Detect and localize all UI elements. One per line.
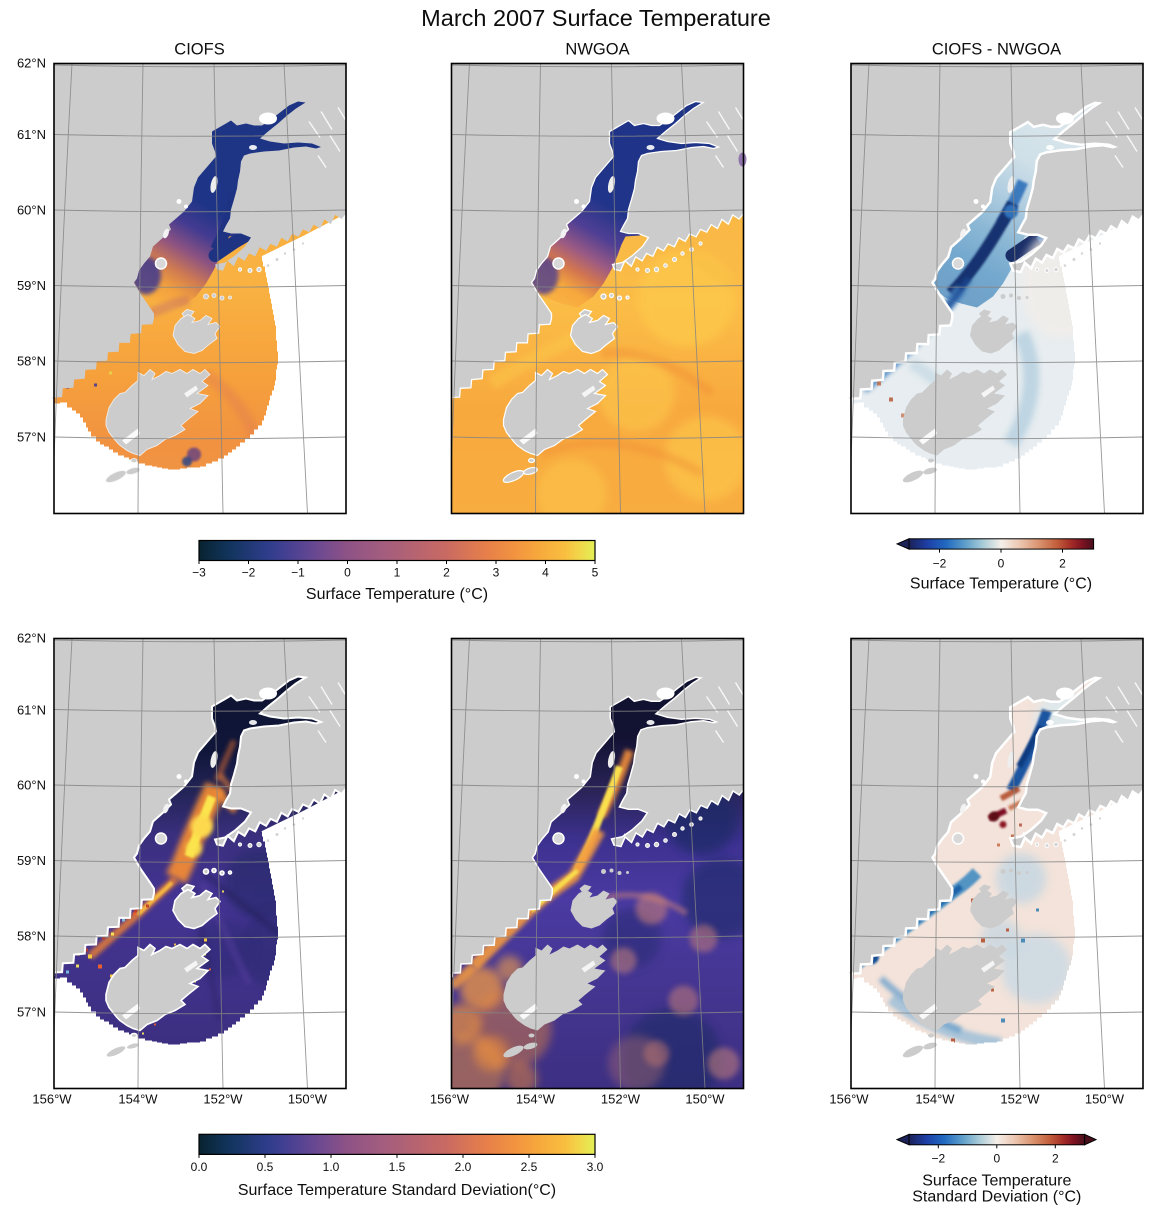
svg-text:150°W: 150°W	[1085, 1092, 1125, 1107]
svg-text:150°W: 150°W	[685, 1092, 725, 1107]
svg-text:156°W: 156°W	[829, 1092, 869, 1107]
svg-text:3: 3	[493, 566, 500, 580]
svg-text:58°N: 58°N	[17, 354, 46, 369]
svg-text:0: 0	[344, 566, 351, 580]
svg-text:−2: −2	[931, 1152, 945, 1166]
svg-text:154°W: 154°W	[516, 1092, 556, 1107]
svg-text:March 2007 Surface Temperature: March 2007 Surface Temperature	[421, 5, 771, 31]
svg-text:58°N: 58°N	[17, 929, 46, 944]
svg-text:4: 4	[542, 566, 549, 580]
svg-text:Surface Temperature (°C): Surface Temperature (°C)	[910, 576, 1092, 593]
svg-text:156°W: 156°W	[32, 1092, 72, 1107]
svg-text:1: 1	[394, 566, 401, 580]
svg-text:150°W: 150°W	[288, 1092, 328, 1107]
svg-text:3.0: 3.0	[587, 1160, 604, 1174]
svg-text:2: 2	[1059, 557, 1066, 571]
svg-text:−2: −2	[933, 557, 947, 571]
svg-text:NWGOA: NWGOA	[565, 41, 629, 59]
svg-text:Standard Deviation (°C): Standard Deviation (°C)	[912, 1189, 1081, 1206]
svg-text:61°N: 61°N	[17, 127, 46, 142]
svg-text:1.5: 1.5	[389, 1160, 406, 1174]
svg-text:154°W: 154°W	[915, 1092, 955, 1107]
svg-text:156°W: 156°W	[430, 1092, 470, 1107]
svg-text:2: 2	[443, 566, 450, 580]
svg-text:154°W: 154°W	[118, 1092, 158, 1107]
svg-text:59°N: 59°N	[17, 278, 46, 293]
svg-text:−2: −2	[242, 566, 256, 580]
svg-text:57°N: 57°N	[17, 430, 46, 445]
svg-text:Surface Temperature (°C): Surface Temperature (°C)	[306, 586, 488, 603]
svg-text:Surface Temperature Standard D: Surface Temperature Standard Deviation(°…	[238, 1182, 556, 1199]
svg-text:152°W: 152°W	[1000, 1092, 1040, 1107]
svg-text:0.0: 0.0	[191, 1160, 208, 1174]
svg-text:152°W: 152°W	[203, 1092, 243, 1107]
svg-text:60°N: 60°N	[17, 778, 46, 793]
svg-text:0: 0	[993, 1152, 1000, 1166]
svg-text:0.5: 0.5	[257, 1160, 274, 1174]
svg-text:CIOFS - NWGOA: CIOFS - NWGOA	[932, 41, 1061, 59]
svg-text:2: 2	[1052, 1152, 1059, 1166]
svg-text:59°N: 59°N	[17, 853, 46, 868]
svg-text:−3: −3	[192, 566, 206, 580]
svg-text:61°N: 61°N	[17, 703, 46, 718]
svg-text:62°N: 62°N	[17, 56, 46, 71]
svg-text:152°W: 152°W	[601, 1092, 641, 1107]
svg-text:CIOFS: CIOFS	[174, 41, 224, 59]
svg-text:5: 5	[592, 566, 599, 580]
svg-text:−1: −1	[291, 566, 305, 580]
svg-text:1.0: 1.0	[323, 1160, 340, 1174]
svg-text:2.5: 2.5	[521, 1160, 538, 1174]
svg-text:2.0: 2.0	[455, 1160, 472, 1174]
svg-text:62°N: 62°N	[17, 631, 46, 646]
svg-text:Surface Temperature: Surface Temperature	[922, 1172, 1071, 1189]
svg-text:0: 0	[998, 557, 1005, 571]
svg-text:60°N: 60°N	[17, 203, 46, 218]
svg-text:57°N: 57°N	[17, 1005, 46, 1020]
